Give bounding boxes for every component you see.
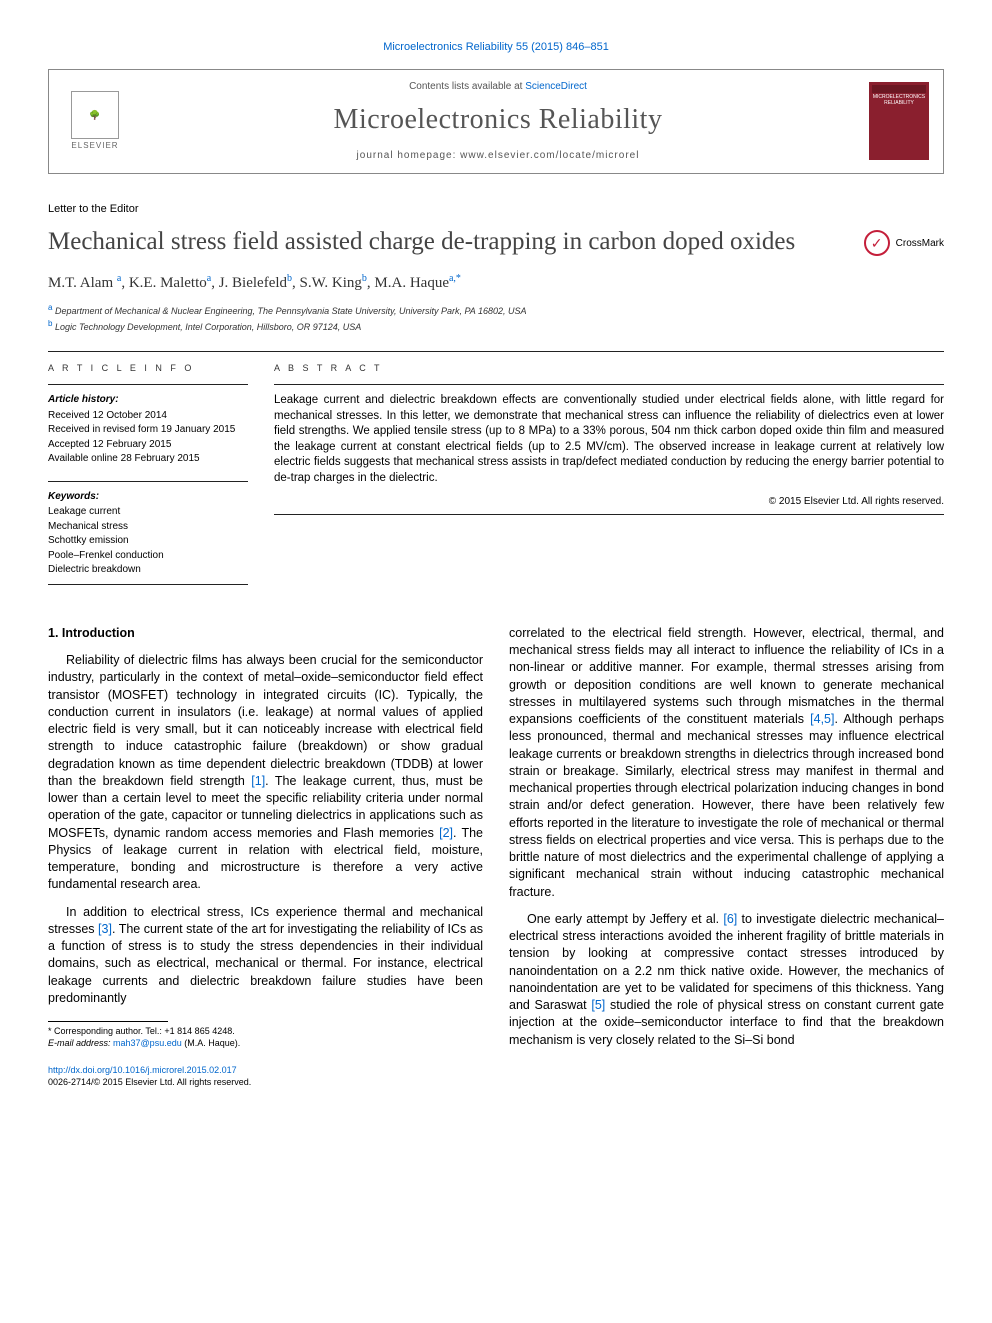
article-type: Letter to the Editor	[48, 202, 944, 217]
keyword: Mechanical stress	[48, 520, 248, 534]
contents-list-line: Contents lists available at ScienceDirec…	[127, 80, 869, 94]
keyword: Dielectric breakdown	[48, 563, 248, 577]
keyword: Schottky emission	[48, 534, 248, 548]
divider-1	[48, 351, 944, 352]
intro-heading: 1. Introduction	[48, 625, 483, 642]
ref-link[interactable]: [3]	[98, 922, 112, 936]
history-line: Accepted 12 February 2015	[48, 438, 248, 452]
abstract-label: A B S T R A C T	[274, 362, 944, 374]
intro-p3: One early attempt by Jeffery et al. [6] …	[509, 911, 944, 1049]
email-link[interactable]: mah37@psu.edu	[113, 1038, 182, 1048]
journal-name: Microelectronics Reliability	[127, 101, 869, 139]
intro-p2-cont: correlated to the electrical field stren…	[509, 625, 944, 901]
ref-link[interactable]: [5]	[591, 998, 605, 1012]
cover-title: MICROELECTRONICS RELIABILITY	[872, 95, 926, 106]
email-name: (M.A. Haque).	[182, 1038, 241, 1048]
history-line: Received in revised form 19 January 2015	[48, 423, 248, 437]
keyword: Poole–Frenkel conduction	[48, 549, 248, 563]
history-line: Available online 28 February 2015	[48, 452, 248, 466]
footnote-separator	[48, 1021, 168, 1022]
elsevier-tree-icon: 🌳	[71, 91, 119, 139]
ref-link[interactable]: [2]	[439, 826, 453, 840]
authors-list: M.T. Alam a, K.E. Malettoa, J. Bielefeld…	[48, 272, 944, 293]
doi-line: http://dx.doi.org/10.1016/j.microrel.201…	[48, 1064, 483, 1076]
article-info-label: A R T I C L E I N F O	[48, 362, 248, 374]
corresponding-author: * Corresponding author. Tel.: +1 814 865…	[48, 1026, 483, 1038]
history-line: Received 12 October 2014	[48, 409, 248, 423]
affiliation: b Logic Technology Development, Intel Co…	[48, 319, 944, 333]
abstract-copyright: © 2015 Elsevier Ltd. All rights reserved…	[274, 495, 944, 509]
body-column-left: 1. Introduction Reliability of dielectri…	[48, 625, 483, 1088]
history-heading: Article history:	[48, 393, 248, 407]
top-citation: Microelectronics Reliability 55 (2015) 8…	[48, 40, 944, 55]
intro-p1: Reliability of dielectric films has alwa…	[48, 652, 483, 894]
intro-p2: In addition to electrical stress, ICs ex…	[48, 904, 483, 1008]
abstract-text: Leakage current and dielectric breakdown…	[274, 393, 944, 486]
crossmark-label: CrossMark	[896, 237, 944, 251]
journal-header: 🌳 ELSEVIER Contents lists available at S…	[48, 69, 944, 174]
elsevier-name: ELSEVIER	[71, 141, 118, 152]
ref-link[interactable]: [1]	[251, 774, 265, 788]
keywords-heading: Keywords:	[48, 490, 248, 504]
email-footnote: E-mail address: mah37@psu.edu (M.A. Haqu…	[48, 1038, 483, 1050]
email-label: E-mail address:	[48, 1038, 113, 1048]
ref-link[interactable]: [6]	[723, 912, 737, 926]
journal-cover-thumb[interactable]: MICROELECTRONICS RELIABILITY	[869, 82, 929, 160]
article-title: Mechanical stress field assisted charge …	[48, 226, 864, 257]
keyword: Leakage current	[48, 505, 248, 519]
doi-link[interactable]: http://dx.doi.org/10.1016/j.microrel.201…	[48, 1065, 237, 1075]
crossmark-button[interactable]: ✓ CrossMark	[864, 230, 944, 256]
journal-homepage[interactable]: journal homepage: www.elsevier.com/locat…	[127, 149, 869, 163]
elsevier-logo[interactable]: 🌳 ELSEVIER	[63, 85, 127, 157]
affiliation: a Department of Mechanical & Nuclear Eng…	[48, 303, 944, 317]
issn-copyright: 0026-2714/© 2015 Elsevier Ltd. All right…	[48, 1076, 483, 1088]
crossmark-icon: ✓	[864, 230, 890, 256]
contents-prefix: Contents lists available at	[409, 81, 525, 92]
sciencedirect-link[interactable]: ScienceDirect	[525, 81, 587, 92]
ref-link[interactable]: [4,5]	[810, 712, 834, 726]
top-citation-link[interactable]: Microelectronics Reliability 55 (2015) 8…	[383, 41, 609, 53]
body-column-right: correlated to the electrical field stren…	[509, 625, 944, 1088]
